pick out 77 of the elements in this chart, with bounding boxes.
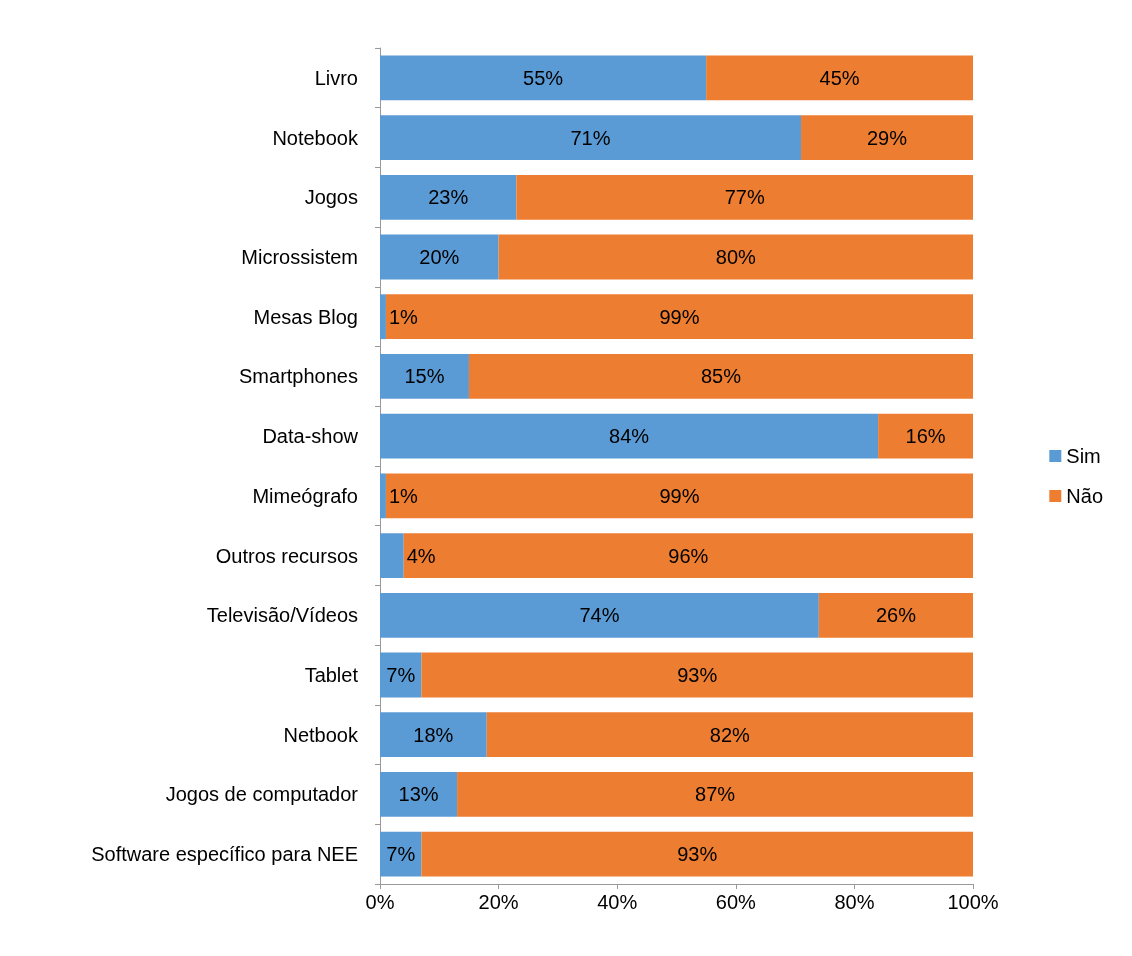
bar bbox=[380, 712, 487, 758]
x-tick-label: 20% bbox=[478, 891, 519, 913]
data-label: 55% bbox=[523, 66, 564, 89]
bar bbox=[380, 413, 879, 459]
x-tick-label: 0% bbox=[365, 891, 395, 913]
data-label: 71% bbox=[570, 126, 611, 149]
data-label: 16% bbox=[905, 425, 946, 448]
y-tick-label: Tablet bbox=[304, 664, 359, 686]
data-label: 26% bbox=[875, 604, 917, 627]
bar bbox=[498, 234, 973, 280]
bar bbox=[878, 413, 973, 459]
data-label: 80% bbox=[715, 246, 757, 268]
bar bbox=[421, 831, 973, 877]
data-label: 74% bbox=[579, 604, 620, 627]
bar bbox=[457, 772, 973, 817]
bar bbox=[380, 234, 499, 280]
y-tick-label: Outros recursos bbox=[215, 544, 358, 567]
bar bbox=[801, 115, 973, 160]
bar bbox=[380, 294, 386, 340]
y-tick-label: Data-show bbox=[262, 425, 359, 448]
data-label: 20% bbox=[419, 246, 460, 268]
bar bbox=[468, 354, 973, 399]
bar bbox=[380, 592, 819, 638]
y-tick-label: Netbook bbox=[283, 723, 359, 746]
y-tick-label: Smartphones bbox=[239, 365, 358, 388]
bar bbox=[380, 174, 517, 220]
x-tick-label: 100% bbox=[947, 891, 999, 913]
bar bbox=[818, 592, 973, 638]
bar bbox=[385, 294, 973, 340]
data-label: 82% bbox=[709, 723, 751, 746]
data-label: 1% bbox=[388, 305, 419, 328]
data-label: 93% bbox=[677, 843, 718, 866]
data-label: 84% bbox=[609, 425, 650, 448]
data-label: 15% bbox=[404, 365, 445, 388]
y-tick-label: Software específico para NEE bbox=[91, 843, 358, 866]
y-tick-label: Microssistem bbox=[241, 246, 358, 268]
bar bbox=[385, 473, 973, 519]
data-label: 29% bbox=[867, 126, 908, 149]
bar bbox=[380, 533, 404, 578]
legend-label: Não bbox=[1066, 485, 1104, 507]
data-label: 4% bbox=[406, 544, 436, 567]
data-label: 85% bbox=[700, 365, 742, 388]
data-label: 1% bbox=[388, 484, 419, 507]
y-tick-label: Notebook bbox=[272, 126, 359, 149]
y-tick-label: Jogos bbox=[304, 186, 358, 209]
data-label: 99% bbox=[659, 484, 700, 507]
data-label: 45% bbox=[819, 66, 860, 89]
bar bbox=[706, 55, 973, 101]
data-label: 18% bbox=[413, 723, 454, 746]
y-tick-label: Jogos de computador bbox=[165, 783, 359, 806]
data-label: 77% bbox=[724, 186, 765, 209]
y-tick-label: Televisão/Vídeos bbox=[206, 604, 358, 627]
bar bbox=[380, 831, 422, 877]
bar bbox=[403, 533, 973, 578]
bar bbox=[380, 55, 707, 101]
x-tick-label: 60% bbox=[715, 891, 757, 913]
x-tick-label: 80% bbox=[834, 891, 875, 913]
bar bbox=[516, 174, 973, 220]
y-tick-label: Livro bbox=[314, 66, 358, 89]
data-label: 23% bbox=[428, 186, 469, 209]
bar bbox=[421, 652, 973, 698]
data-label: 93% bbox=[677, 664, 718, 686]
bar bbox=[380, 354, 469, 399]
data-label: 99% bbox=[659, 305, 700, 328]
data-label: 96% bbox=[668, 544, 709, 567]
y-tick-label: Mesas Blog bbox=[253, 305, 358, 328]
y-tick-label: Mimeógrafo bbox=[252, 484, 358, 507]
data-label: 7% bbox=[386, 664, 416, 686]
data-label: 7% bbox=[386, 843, 416, 866]
data-label: 87% bbox=[695, 783, 736, 806]
x-tick-label: 40% bbox=[597, 891, 638, 913]
bar bbox=[380, 772, 458, 817]
data-label: 13% bbox=[398, 783, 439, 806]
bar bbox=[380, 473, 386, 519]
bar bbox=[486, 712, 973, 758]
legend-label: Sim bbox=[1066, 445, 1101, 467]
bar bbox=[380, 115, 802, 160]
